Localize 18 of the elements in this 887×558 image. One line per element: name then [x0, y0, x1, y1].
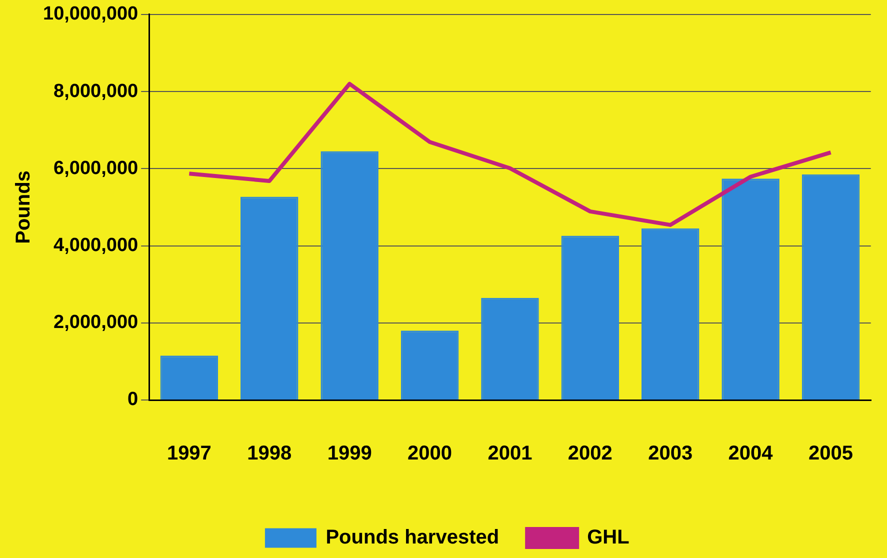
x-tick-label: 1998	[247, 442, 292, 465]
y-tick-label: 6,000,000	[54, 158, 138, 179]
x-tick-label: 2002	[568, 442, 612, 465]
x-tick-label: 2000	[408, 442, 452, 465]
legend-label: GHL	[587, 526, 630, 549]
x-tick-label: 1999	[327, 442, 372, 465]
y-tick-label: 8,000,000	[54, 80, 138, 102]
legend-label: Pounds harvested	[326, 526, 500, 549]
y-tick-label: 0	[128, 389, 138, 410]
y-axis-title: Pounds	[12, 170, 35, 244]
y-tick-label: 10,000,000	[43, 4, 138, 25]
x-tick-label: 2005	[808, 442, 854, 465]
x-tick-label: 2003	[648, 442, 693, 465]
y-tick-label: 4,000,000	[54, 234, 138, 256]
x-tick-label: 2004	[728, 442, 774, 465]
x-tick-label: 1997	[166, 442, 212, 465]
x-tick-label: 2001	[488, 442, 532, 465]
y-tick-label: 2,000,000	[54, 312, 138, 334]
